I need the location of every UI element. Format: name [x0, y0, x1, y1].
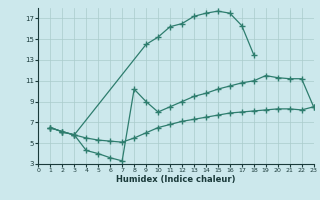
X-axis label: Humidex (Indice chaleur): Humidex (Indice chaleur) [116, 175, 236, 184]
